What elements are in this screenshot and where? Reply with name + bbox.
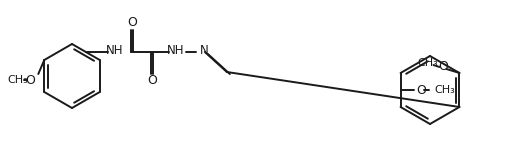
Text: NH: NH	[167, 45, 185, 58]
Text: NH: NH	[106, 43, 124, 57]
Text: O: O	[25, 73, 35, 86]
Text: CH₃: CH₃	[434, 85, 456, 95]
Text: O: O	[127, 16, 137, 30]
Text: N: N	[200, 45, 209, 58]
Text: O: O	[417, 83, 427, 97]
Text: CH₃: CH₃	[7, 75, 28, 85]
Text: CH₃: CH₃	[417, 58, 438, 68]
Text: O: O	[439, 61, 448, 73]
Text: O: O	[147, 75, 157, 88]
